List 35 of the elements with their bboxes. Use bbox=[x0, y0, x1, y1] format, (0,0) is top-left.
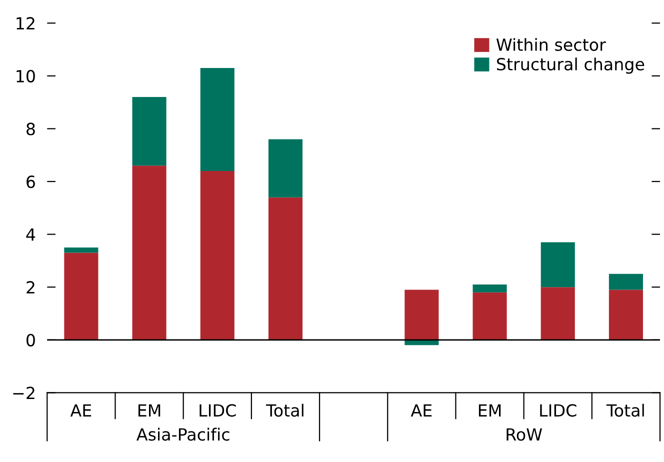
bar bbox=[540, 287, 575, 340]
legend-label: Within sector bbox=[496, 38, 606, 52]
x-tick-label: Total bbox=[606, 404, 644, 417]
bar bbox=[200, 68, 234, 171]
y-tick-label: 10 bbox=[16, 70, 35, 82]
x-tick-label: AE bbox=[70, 404, 92, 416]
bar bbox=[132, 97, 166, 166]
bar bbox=[268, 139, 303, 198]
y-tick-label: 2 bbox=[26, 281, 34, 294]
y-tick-label: 8 bbox=[26, 122, 35, 136]
x-tick-label: LIDC bbox=[200, 404, 236, 417]
x-tick-label: Total bbox=[266, 404, 304, 417]
y-tick-label: 0 bbox=[26, 334, 35, 346]
y-tick-label: 4 bbox=[26, 228, 36, 241]
y-tick-label: 12 bbox=[16, 17, 34, 30]
bar bbox=[472, 284, 507, 292]
bar bbox=[472, 292, 507, 340]
y-tick-label: −2 bbox=[13, 386, 34, 400]
text: Asia-Pacific bbox=[136, 428, 230, 441]
bar bbox=[64, 252, 98, 340]
bar bbox=[608, 274, 643, 290]
bar bbox=[540, 242, 575, 288]
bar bbox=[404, 290, 439, 340]
bar bbox=[200, 170, 234, 340]
text: RoW bbox=[506, 428, 542, 441]
legend-label: Structural change bbox=[496, 58, 644, 74]
x-tick-label: EM bbox=[478, 404, 501, 416]
bar bbox=[64, 248, 98, 253]
x-tick-label: LIDC bbox=[540, 404, 576, 417]
bar bbox=[268, 197, 303, 340]
x-tick-label: AE bbox=[410, 404, 432, 416]
x-tick-label: EM bbox=[138, 404, 160, 416]
y-tick-label: 6 bbox=[26, 175, 35, 188]
bar bbox=[132, 166, 166, 340]
bar bbox=[608, 290, 643, 340]
